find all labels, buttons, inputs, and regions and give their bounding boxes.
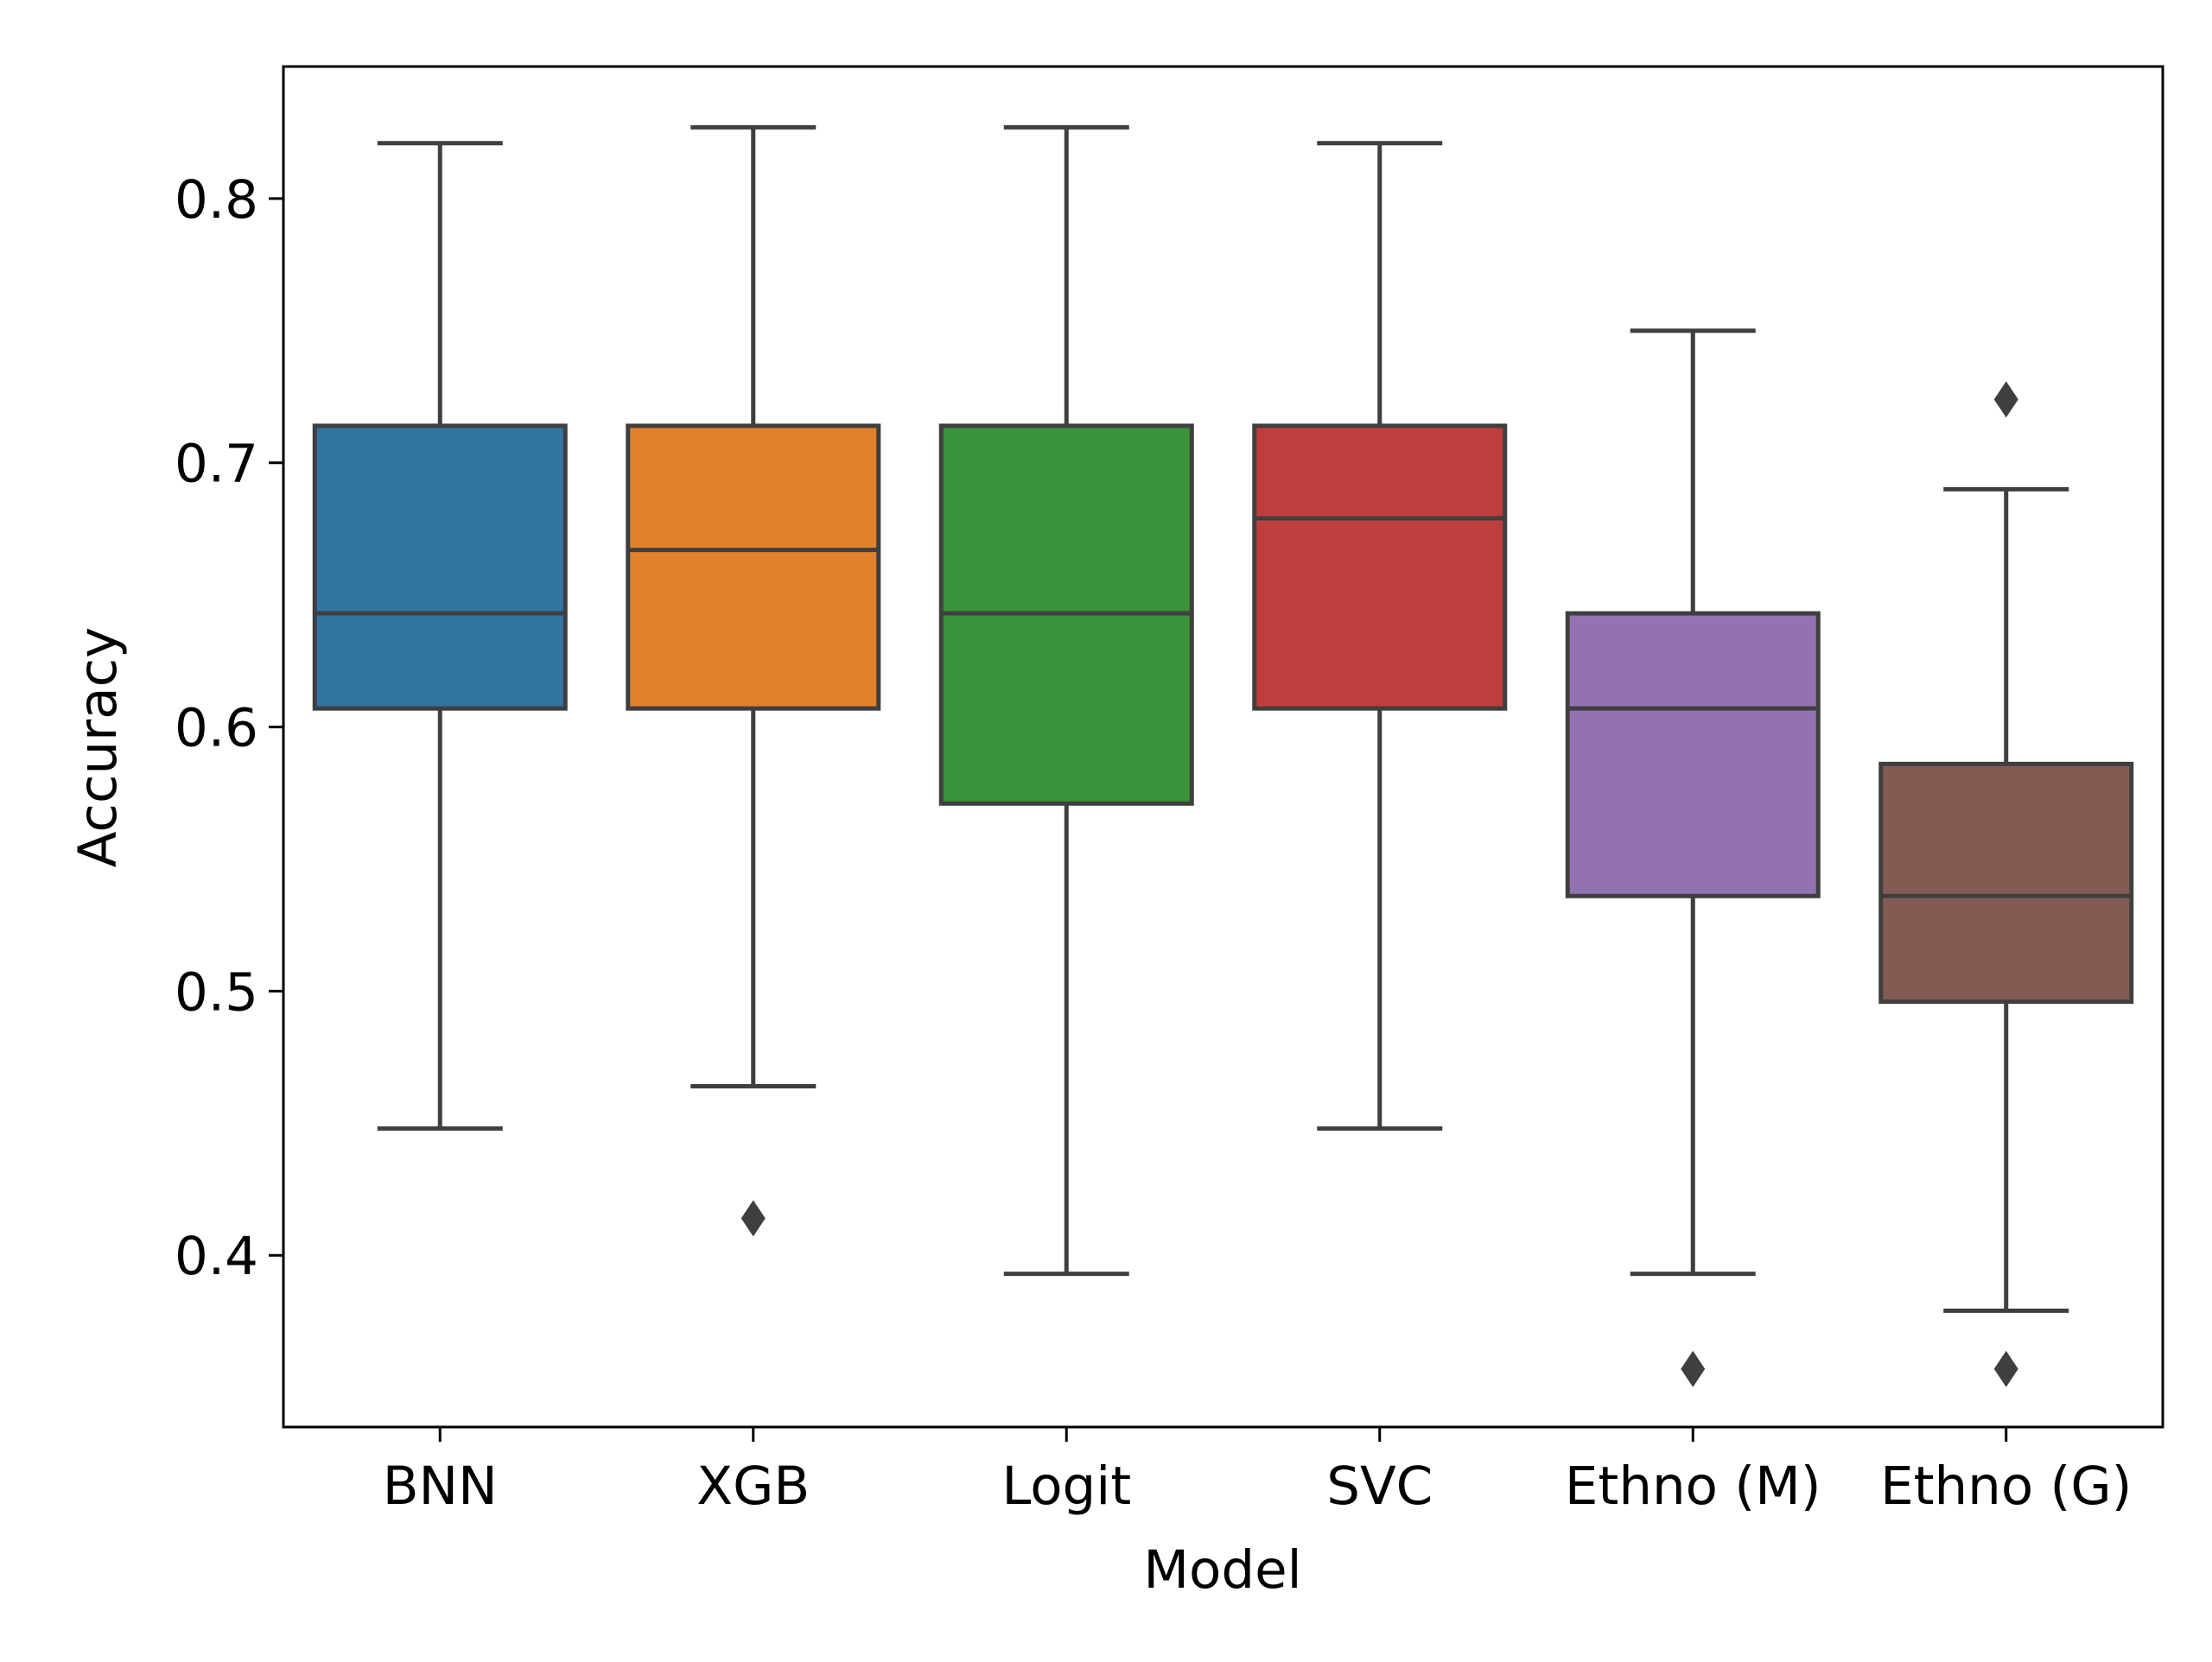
box-iqr — [312, 423, 568, 711]
y-tick-label: 0.4 — [175, 1226, 258, 1287]
box-group-bnn — [312, 141, 568, 1131]
outlier-point — [1681, 1350, 1706, 1387]
x-tick-label: BNN — [383, 1456, 498, 1517]
plot-frame — [282, 65, 2164, 1429]
box-iqr — [1565, 611, 1821, 898]
box-group-logit — [938, 124, 1194, 1277]
box-iqr — [1252, 423, 1508, 711]
outlier-point — [1993, 1350, 2018, 1387]
box-group-xgb — [626, 124, 881, 1237]
y-axis-ticks: 0.4 0.5 0.6 0.7 0.8 — [175, 169, 283, 1287]
box-iqr — [626, 423, 881, 711]
y-tick-label: 0.6 — [175, 698, 258, 759]
x-tick-label: SVC — [1326, 1456, 1433, 1517]
x-tick-label: XGB — [696, 1456, 810, 1517]
outlier-point — [741, 1200, 766, 1237]
box-group-svc — [1252, 141, 1508, 1131]
x-tick-label: Ethno (M) — [1565, 1456, 1821, 1517]
outlier-point — [1993, 381, 2018, 418]
y-tick-label: 0.7 — [175, 434, 258, 495]
x-tick-label: Logit — [1001, 1456, 1131, 1517]
box-group-ethno-m — [1565, 328, 1821, 1387]
y-tick-label: 0.8 — [175, 169, 258, 231]
box-group-ethno-g — [1878, 381, 2134, 1387]
box-iqr — [1878, 761, 2134, 1005]
x-axis-label: Model — [1143, 1539, 1301, 1601]
x-tick-label: Ethno (G) — [1880, 1456, 2132, 1517]
y-axis-label: Accuracy — [67, 627, 129, 868]
boxes-layer — [312, 124, 2134, 1387]
x-axis-ticks: BNN XGB Logit SVC Ethno (M) Ethno (G) — [383, 1427, 2132, 1517]
y-tick-label: 0.5 — [175, 961, 258, 1023]
